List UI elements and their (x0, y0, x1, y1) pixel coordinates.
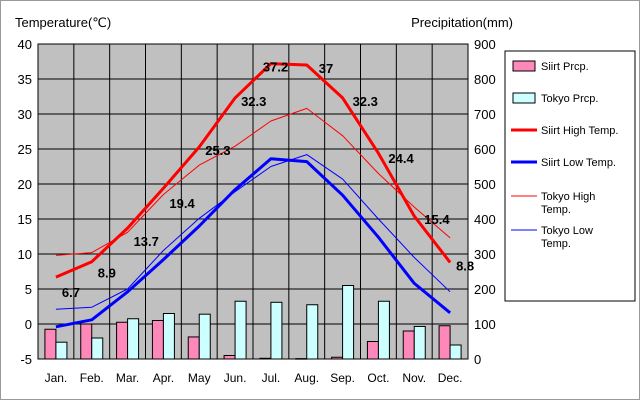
precip-bar (413, 325, 426, 360)
precip-bar (449, 344, 462, 360)
temp-line (55, 62, 452, 279)
temp-line (55, 157, 452, 329)
legend-label: Tokyo High Temp. (541, 191, 595, 216)
temp-line (55, 154, 451, 310)
data-label: 15.4 (424, 212, 450, 227)
left-tick-label: 15 (18, 212, 32, 227)
data-label: 8.8 (456, 258, 474, 273)
right-tick-label: 500 (474, 177, 496, 192)
precip-bar (162, 313, 175, 360)
right-tick-label: 900 (474, 37, 496, 52)
precip-bar (55, 341, 68, 360)
precip-bar (91, 337, 104, 360)
data-label: 8.9 (98, 266, 116, 281)
precip-bar (306, 304, 319, 360)
legend-swatch (512, 60, 536, 72)
precip-bar (377, 300, 390, 360)
right-tick-label: 800 (474, 72, 496, 87)
precip-bar (198, 313, 211, 360)
left-tick-label: 10 (18, 247, 32, 262)
data-label: 37.2 (263, 60, 288, 75)
month-label: Jan. (45, 371, 68, 385)
precip-bar (366, 341, 379, 360)
data-label: 19.4 (169, 196, 195, 211)
right-tick-label: 600 (474, 142, 496, 157)
plot-border (37, 43, 469, 360)
precip-bar (438, 325, 451, 360)
month-label: Mar. (116, 371, 139, 385)
precip-bar (402, 330, 415, 360)
legend-swatch (512, 92, 536, 104)
legend-label: Siirt Low Temp. (541, 157, 616, 169)
legend-label: Siirt Prcp. (541, 61, 589, 73)
precip-bar (234, 300, 247, 360)
right-tick-label: 700 (474, 107, 496, 122)
right-tick-label: 100 (474, 317, 496, 332)
legend-box (504, 50, 636, 302)
left-tick-label: 30 (18, 107, 32, 122)
left-tick-label: 25 (18, 142, 32, 157)
right-tick-label: 400 (474, 212, 496, 227)
month-label: May (188, 371, 211, 385)
legend-label: Tokyo Low Temp. (541, 225, 593, 250)
right-tick-label: 200 (474, 282, 496, 297)
month-label: Apr. (153, 371, 174, 385)
legend-label: Siirt High Temp. (541, 125, 618, 137)
month-label: Jul. (262, 371, 281, 385)
left-tick-label: 40 (18, 37, 32, 52)
left-tick-label: -5 (20, 352, 32, 367)
month-label: Dec. (438, 371, 463, 385)
left-tick-label: 20 (18, 177, 32, 192)
precip-bar (223, 355, 236, 360)
precip-bar (127, 318, 140, 360)
data-label: 32.3 (353, 94, 378, 109)
precip-bar (80, 323, 93, 360)
data-label: 6.7 (62, 285, 80, 300)
month-label: Oct. (367, 371, 389, 385)
month-label: Jun. (224, 371, 247, 385)
precip-bar (187, 336, 200, 360)
right-axis-title: Precipitation(mm) (411, 15, 513, 30)
data-label: 13.7 (134, 234, 159, 249)
month-label: Sep. (330, 371, 355, 385)
data-label: 32.3 (241, 94, 266, 109)
left-axis-title: Temperature(℃) (15, 15, 111, 30)
left-tick-label: 0 (25, 317, 32, 332)
left-tick-label: 35 (18, 72, 32, 87)
precip-bar (270, 301, 283, 360)
right-tick-label: 300 (474, 247, 496, 262)
precip-bar (44, 328, 57, 360)
month-label: Aug. (294, 371, 319, 385)
data-label: 37 (319, 61, 333, 76)
right-tick-label: 0 (474, 352, 481, 367)
data-label: 24.4 (388, 151, 414, 166)
precip-bar (116, 321, 129, 360)
month-label: Nov. (402, 371, 426, 385)
legend-label: Tokyo Prcp. (541, 93, 598, 105)
month-label: Feb. (80, 371, 104, 385)
left-tick-label: 5 (25, 282, 32, 297)
data-label: 25.3 (205, 143, 230, 158)
precip-bar (151, 320, 164, 360)
precip-bar (342, 285, 355, 360)
